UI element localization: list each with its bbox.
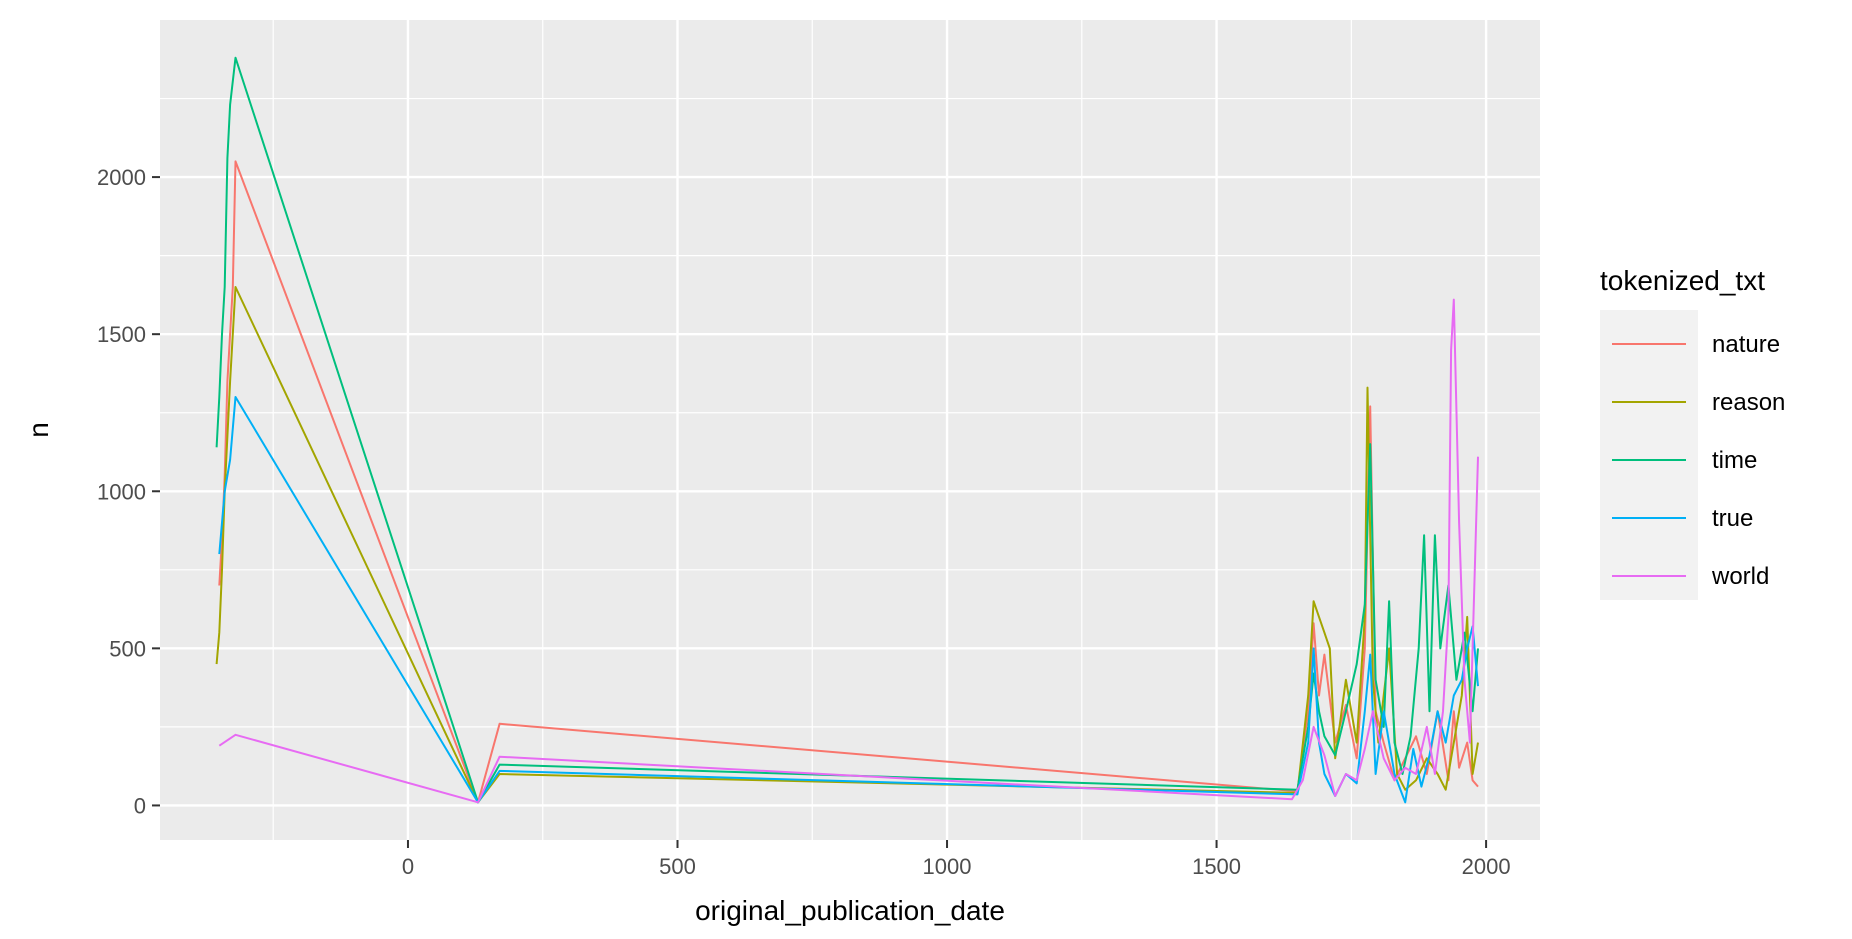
legend-key-background (1600, 310, 1698, 600)
minor-grid (160, 20, 1540, 840)
x-tick-label: 2000 (1462, 854, 1511, 879)
series-line-time (215, 56, 1479, 804)
y-tick-label: 1000 (97, 479, 146, 504)
y-axis-title: n (23, 422, 54, 438)
legend-label-nature: nature (1712, 331, 1780, 358)
axis-tick-labels: 0 500 1000 1500 2000 0 500 1000 1500 2000 (97, 165, 1511, 879)
legend-items: nature reason time true world (1612, 331, 1785, 590)
y-tick-label: 500 (109, 636, 146, 661)
legend: tokenized_txt nature reason time true world (1600, 265, 1785, 600)
x-tick-label: 500 (659, 854, 696, 879)
legend-label-time: time (1712, 447, 1757, 474)
series-line-nature (218, 160, 1479, 804)
legend-title: tokenized_txt (1600, 265, 1765, 296)
legend-label-world: world (1711, 563, 1769, 590)
series-line-world (218, 298, 1479, 804)
y-tick-label: 2000 (97, 165, 146, 190)
legend-label-true: true (1712, 505, 1753, 532)
x-axis-title: original_publication_date (695, 895, 1005, 926)
x-tick-label: 1500 (1192, 854, 1241, 879)
major-grid (160, 20, 1540, 840)
series-layer (215, 56, 1479, 804)
x-tick-label: 1000 (923, 854, 972, 879)
y-tick-label: 0 (134, 793, 146, 818)
y-tick-label: 1500 (97, 322, 146, 347)
series-line-reason (215, 286, 1479, 804)
legend-label-reason: reason (1712, 389, 1785, 416)
axis-ticks (152, 176, 1488, 848)
x-tick-label: 0 (402, 854, 414, 879)
